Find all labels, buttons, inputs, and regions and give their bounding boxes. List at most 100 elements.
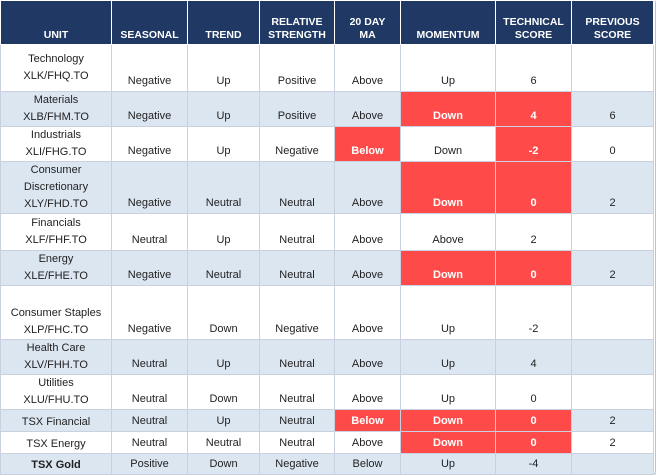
unit-label: XLV/FHH.TO xyxy=(24,359,88,371)
momentum-cell: Up xyxy=(400,453,496,475)
seasonal-cell: Neutral xyxy=(111,339,188,375)
header-row: UNIT SEASONAL TREND RELATIVE STRENGTH 20 DAY M… xyxy=(0,0,654,45)
relative-strength-cell: Neutral xyxy=(259,250,335,286)
previous-score-cell: 2 xyxy=(571,161,654,214)
unit-label: Health Care xyxy=(26,342,86,354)
technical-score-cell: -4 xyxy=(495,453,572,475)
trend-cell: Up xyxy=(187,213,260,251)
unit-label: Materials xyxy=(33,94,79,106)
unit-label: Industrials xyxy=(30,129,82,141)
technical-score-cell: 4 xyxy=(495,339,572,375)
ma20-cell: Above xyxy=(334,431,401,454)
table-row: Consumer Staples XLP/FHC.TO Negative Down Ne… xyxy=(0,285,654,340)
seasonal-cell: Negative xyxy=(111,91,188,127)
momentum-cell: Down xyxy=(400,126,496,162)
trend-cell: Neutral xyxy=(187,161,260,214)
unit-label: TSX Financial xyxy=(21,416,91,428)
previous-score-cell: 2 xyxy=(571,431,654,454)
seasonal-cell: Neutral xyxy=(111,431,188,454)
relative-strength-cell: Neutral xyxy=(259,374,335,410)
header-label: RELATIVE xyxy=(271,16,323,28)
relative-strength-cell: Neutral xyxy=(259,431,335,454)
trend-cell: Up xyxy=(187,91,260,127)
unit-label: Consumer xyxy=(30,164,82,176)
unit-label: XLB/FHM.TO xyxy=(23,111,89,123)
ma20-cell: Above xyxy=(334,44,401,92)
header-trend: TREND xyxy=(187,0,260,45)
previous-score-cell: 0 xyxy=(571,126,654,162)
technical-score-cell: 0 xyxy=(495,161,572,214)
unit-cell: Health Care XLV/FHH.TO xyxy=(0,339,112,375)
momentum-cell: Up xyxy=(400,339,496,375)
unit-label: XLF/FHF.TO xyxy=(25,234,87,246)
unit-label: Utilities xyxy=(38,377,74,389)
technical-score-cell: 6 xyxy=(495,44,572,92)
seasonal-cell: Neutral xyxy=(111,213,188,251)
unit-cell: Utilities XLU/FHU.TO xyxy=(0,374,112,410)
unit-label: XLU/FHU.TO xyxy=(23,394,89,406)
unit-label: XLP/FHC.TO xyxy=(23,324,89,336)
relative-strength-cell: Positive xyxy=(259,91,335,127)
unit-label: Consumer Staples xyxy=(10,307,102,319)
header-label: SEASONAL xyxy=(120,29,179,41)
ma20-cell: Below xyxy=(334,409,401,432)
unit-cell: Consumer Discretionary XLY/FHD.TO xyxy=(0,161,112,214)
seasonal-cell: Negative xyxy=(111,44,188,92)
header-label: STRENGTH xyxy=(268,29,326,41)
unit-cell: TSX Gold xyxy=(0,453,112,475)
unit-label: Discretionary xyxy=(23,181,89,193)
momentum-cell: Above xyxy=(400,213,496,251)
trend-cell: Up xyxy=(187,409,260,432)
relative-strength-cell: Neutral xyxy=(259,213,335,251)
previous-score-cell xyxy=(571,374,654,410)
unit-cell: Consumer Staples XLP/FHC.TO xyxy=(0,285,112,340)
seasonal-cell: Negative xyxy=(111,250,188,286)
header-label: MOMENTUM xyxy=(416,29,480,41)
unit-label: Energy xyxy=(38,253,74,265)
unit-label: Financials xyxy=(31,217,81,229)
table-row: Industrials XLI/FHG.TO Negative Up Negative B… xyxy=(0,126,654,162)
unit-cell: Financials XLF/FHF.TO xyxy=(0,213,112,251)
unit-cell: Energy XLE/FHE.TO xyxy=(0,250,112,286)
header-label: PREVIOUS xyxy=(585,16,640,28)
table-row: TSX Financial Neutral Up Neutral Below Down 0 2 xyxy=(0,409,654,432)
ma20-cell: Above xyxy=(334,91,401,127)
previous-score-cell xyxy=(571,453,654,475)
header-label: SCORE xyxy=(593,29,632,41)
unit-label: XLE/FHE.TO xyxy=(24,270,88,282)
seasonal-cell: Negative xyxy=(111,126,188,162)
previous-score-cell xyxy=(571,213,654,251)
previous-score-cell xyxy=(571,285,654,340)
previous-score-cell: 2 xyxy=(571,409,654,432)
ma20-cell: Above xyxy=(334,250,401,286)
table-body: Technology XLK/FHQ.TO Negative Up Positive Ab… xyxy=(0,44,654,475)
previous-score-cell: 2 xyxy=(571,250,654,286)
unit-cell: Technology XLK/FHQ.TO xyxy=(0,44,112,92)
table-row: Materials XLB/FHM.TO Negative Up Positive Abo… xyxy=(0,91,654,127)
relative-strength-cell: Negative xyxy=(259,126,335,162)
seasonal-cell: Positive xyxy=(111,453,188,475)
seasonal-cell: Negative xyxy=(111,285,188,340)
relative-strength-cell: Positive xyxy=(259,44,335,92)
momentum-cell: Down xyxy=(400,250,496,286)
momentum-cell: Up xyxy=(400,374,496,410)
ma20-cell: Above xyxy=(334,213,401,251)
table-row: Technology XLK/FHQ.TO Negative Up Positive Ab… xyxy=(0,44,654,92)
unit-cell: TSX Energy xyxy=(0,431,112,454)
trend-cell: Down xyxy=(187,285,260,340)
momentum-cell: Up xyxy=(400,44,496,92)
technical-score-cell: 2 xyxy=(495,213,572,251)
technical-score-cell: 0 xyxy=(495,250,572,286)
trend-cell: Down xyxy=(187,374,260,410)
momentum-cell: Down xyxy=(400,161,496,214)
header-label: 20 DAY xyxy=(349,16,386,28)
seasonal-cell: Neutral xyxy=(111,374,188,410)
table-row: Consumer Discretionary XLY/FHD.TO Negative N… xyxy=(0,161,654,214)
table-row: Financials XLF/FHF.TO Neutral Up Neutral Abov… xyxy=(0,213,654,251)
ma20-cell: Below xyxy=(334,453,401,475)
unit-label: XLK/FHQ.TO xyxy=(23,70,89,82)
technical-score-cell: 0 xyxy=(495,431,572,454)
relative-strength-cell: Neutral xyxy=(259,339,335,375)
